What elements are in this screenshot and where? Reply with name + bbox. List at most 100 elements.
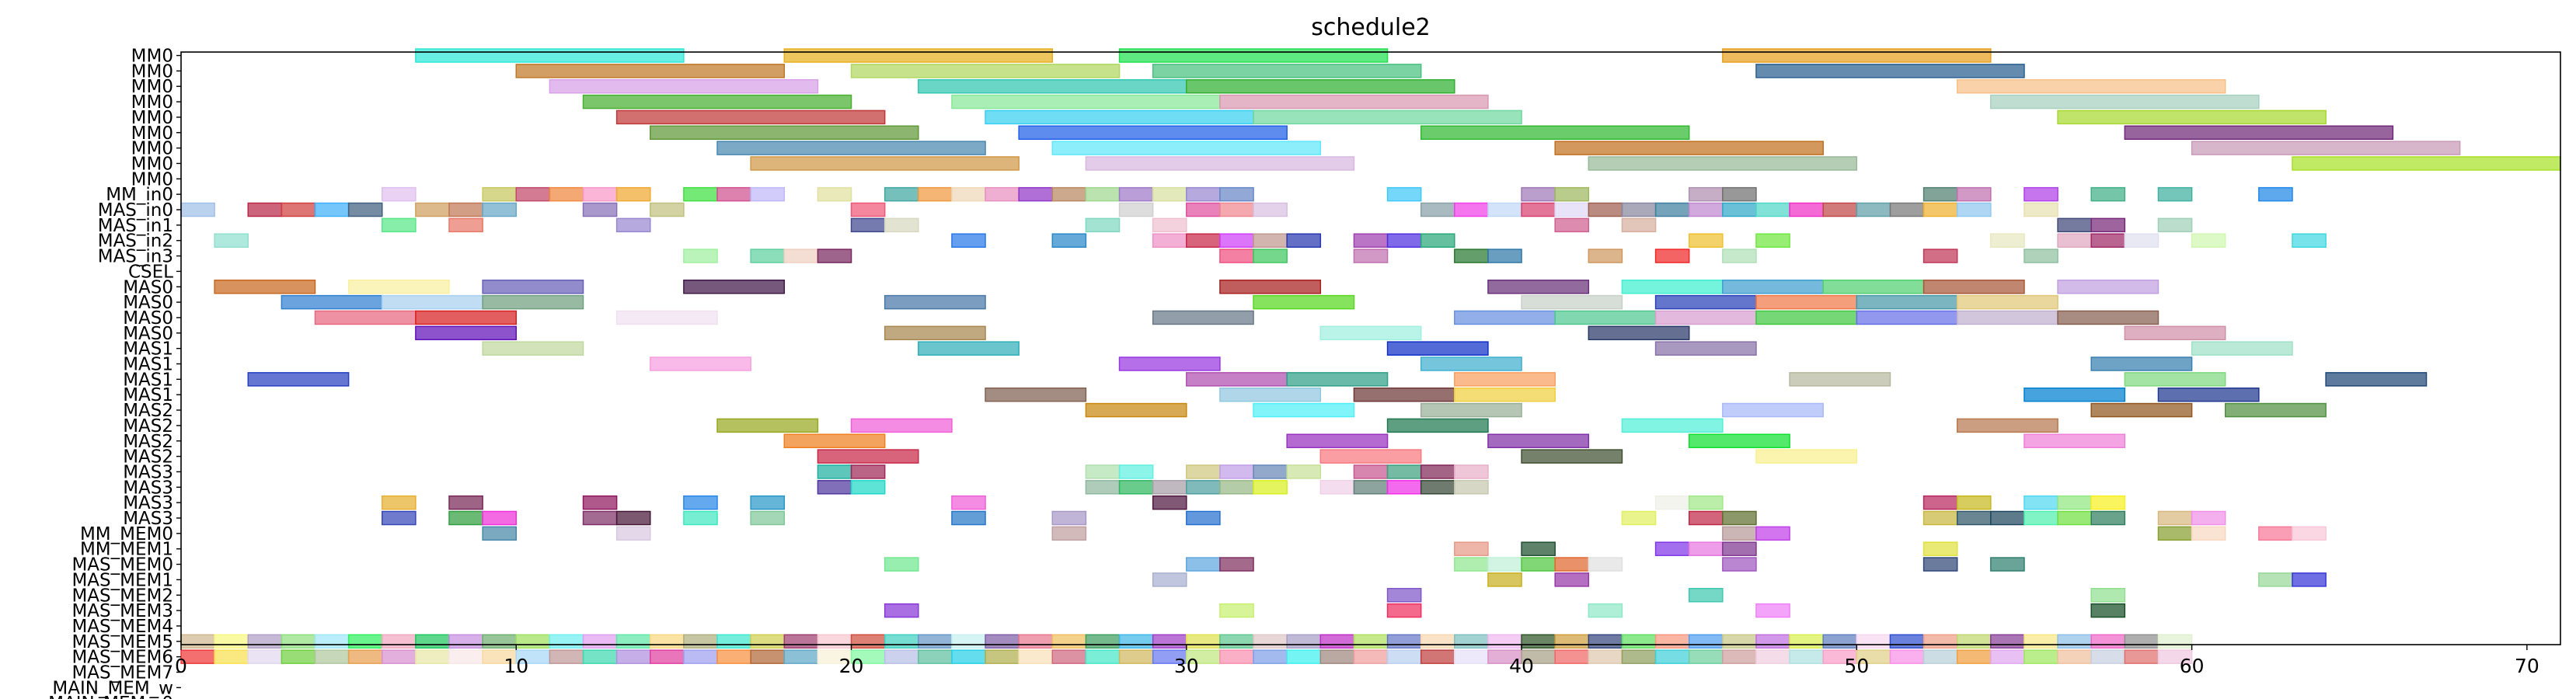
task-bar [852,635,885,648]
task-bar [617,311,717,324]
task-bar [885,326,985,339]
task-bar [214,650,248,663]
task-bar [281,650,315,663]
task-bar [952,96,1220,109]
task-bar [751,650,784,663]
task-bar [2158,527,2191,540]
task-bar [1588,558,1622,571]
task-bar [717,635,751,648]
task-bar [1622,512,1655,525]
task-bar [1455,481,1488,494]
task-bar [1220,280,1320,294]
task-bar [1187,635,1220,648]
task-bar [919,635,952,648]
task-bar [1555,141,1823,155]
task-bar [1924,496,1957,509]
task-bar [2292,157,2560,170]
task-bar [717,141,985,155]
task-bar [382,218,416,231]
task-bar [1455,558,1488,571]
task-bar [1488,203,1522,217]
task-bar [1253,203,1287,217]
task-bar [516,188,549,201]
task-bar [751,635,784,648]
task-bar [852,218,885,231]
task-bar [1187,481,1220,494]
task-bar [1991,512,2024,525]
task-bar [1723,203,1756,217]
task-bar [1622,635,1655,648]
task-bar [1455,635,1488,648]
task-bar [1924,558,1957,571]
task-bar [2058,234,2091,247]
task-bar [1086,218,1119,231]
task-bar [1756,64,2024,78]
x-tick-label: 40 [1509,655,1534,677]
task-bar [1957,635,1991,648]
task-bar [1421,465,1455,478]
task-bar [1120,188,1153,201]
task-bar [1320,481,1354,494]
task-bar [1220,650,1253,663]
task-bar [1991,234,2024,247]
task-bar [852,203,885,217]
task-bar [1522,635,1555,648]
task-bar [1957,650,1991,663]
task-bar [784,249,817,263]
task-bar [449,218,483,231]
task-bar [1120,465,1153,478]
task-bar [315,311,416,324]
task-bar [1388,481,1421,494]
task-bar [2058,218,2091,231]
task-bar [1689,589,1723,602]
task-bar [1287,635,1320,648]
task-bar [349,203,382,217]
task-bar [483,342,583,355]
task-bar [1019,126,1287,139]
task-bar [1756,450,1856,463]
task-bar [416,49,684,62]
task-bar [1689,650,1723,663]
task-bar [1421,650,1455,663]
task-bar [1153,218,1187,231]
task-bar [1522,450,1622,463]
task-bar [617,512,650,525]
task-bar [1052,141,1320,155]
task-bar [1689,234,1723,247]
task-bar [1488,280,1588,294]
task-bar [2091,357,2191,370]
task-bar [1388,589,1421,602]
task-bar [1991,635,2024,648]
task-bar [2158,635,2191,648]
task-bar [1924,650,1957,663]
task-bar [1354,650,1387,663]
task-bar [1421,357,1522,370]
y-axis: MM0MM0MM0MM0MM0MM0MM0MM0MM0MM_in0MAS_in0… [48,47,181,699]
task-bar [1220,635,1253,648]
task-bar [549,635,583,648]
task-bar [617,110,885,123]
task-bar [1388,188,1421,201]
task-bar [2024,650,2058,663]
task-bar [1388,419,1488,432]
x-tick-label: 30 [1174,655,1199,677]
task-bar [1622,218,1655,231]
task-bar [1253,635,1287,648]
x-tick-label: 50 [1844,655,1869,677]
task-bar [1823,280,1923,294]
task-bar [1555,203,1588,217]
task-bar [1052,527,1086,540]
task-bar [2158,188,2191,201]
task-bar [382,650,416,663]
task-bar [1924,249,1957,263]
task-bar [1086,465,1119,478]
task-bar [1522,203,1555,217]
task-bar [1790,650,1823,663]
task-bar [1890,650,1923,663]
task-bar [1689,512,1723,525]
task-bar [1287,234,1320,247]
task-bar [1086,188,1119,201]
task-bar [2024,635,2058,648]
task-bar [1890,203,1923,217]
task-bar [2259,527,2292,540]
